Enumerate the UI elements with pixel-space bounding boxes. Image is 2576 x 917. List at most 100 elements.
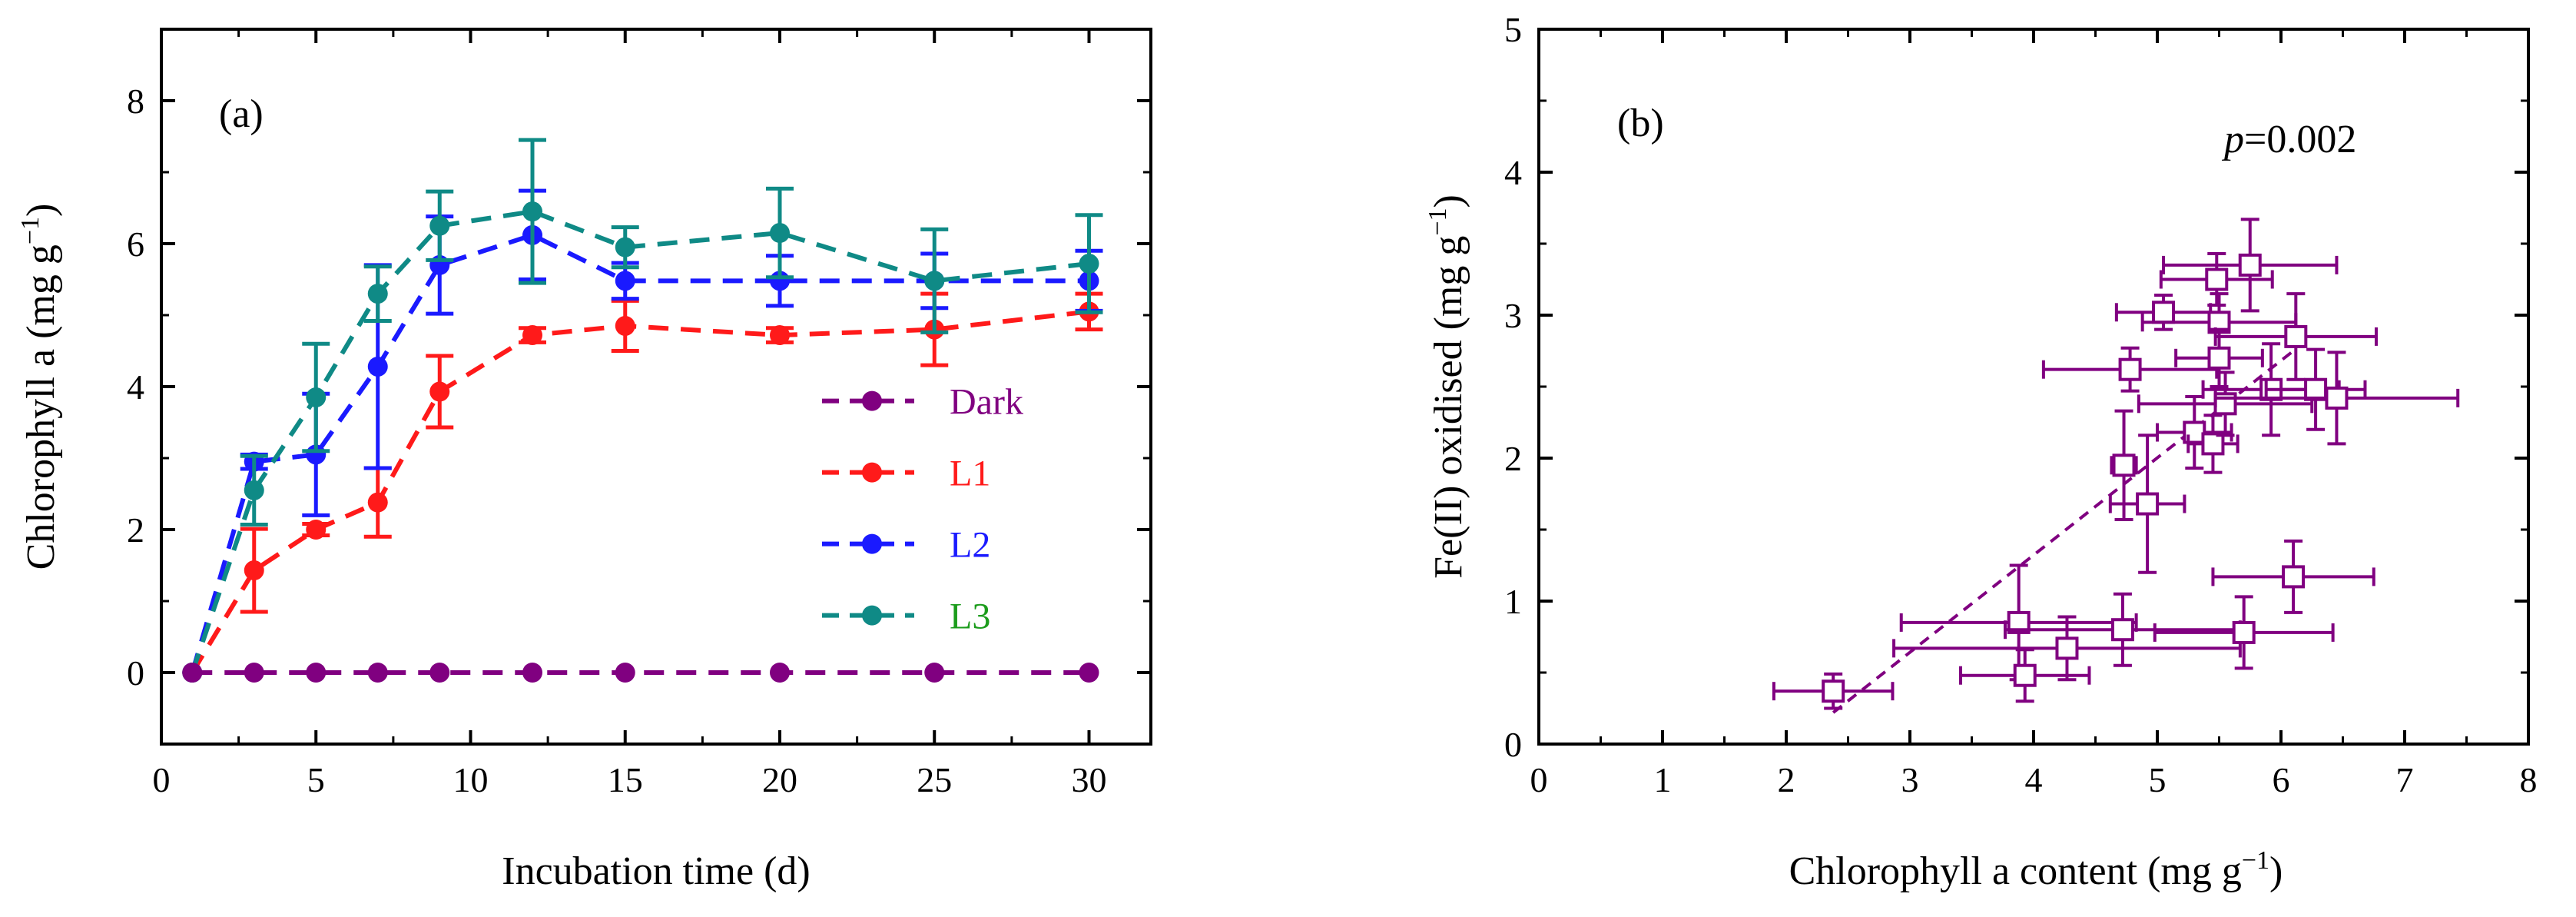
series-l1-point xyxy=(244,560,264,581)
panel-b-ytick-label: 5 xyxy=(1504,10,1522,49)
panel-b-xtick-label: 0 xyxy=(1530,760,1548,799)
series-dark-point xyxy=(244,663,264,683)
panel-a-ytick-label: 2 xyxy=(127,510,144,550)
scatter-point xyxy=(2238,253,2262,277)
series-l1-point xyxy=(306,520,327,540)
panel-b-xlabel-close: ) xyxy=(2269,849,2283,893)
series-dark-point xyxy=(522,663,542,683)
scatter-point xyxy=(2201,432,2225,456)
series-l1-point xyxy=(429,381,450,402)
panel-b-ylabel: Fe(II) oxidised (mg g−1) xyxy=(1424,194,1470,579)
series-l3-point xyxy=(367,284,388,304)
panel-b-label: (b) xyxy=(1617,101,1664,145)
panel-b-annotation-value: =0.002 xyxy=(2244,118,2356,161)
panel-a-xtick-label: 20 xyxy=(762,760,797,799)
panel-a-legend: Dark L1 L2 L3 xyxy=(822,382,1023,637)
panel-b-frame xyxy=(1537,28,2530,746)
legend-l3-marker xyxy=(862,605,882,626)
series-dark-point xyxy=(367,663,388,683)
series-l3-point xyxy=(306,387,327,407)
series-l2-point xyxy=(615,271,635,291)
scatter-point xyxy=(2284,324,2308,348)
legend-dark-marker xyxy=(862,390,882,411)
series-l1-point xyxy=(615,315,635,336)
series-l1-line xyxy=(190,309,1089,674)
panel-b-ytick-label: 0 xyxy=(1504,725,1522,764)
series-dark-point xyxy=(924,663,945,683)
panel-a-xtick-label: 30 xyxy=(1072,760,1107,799)
panel-a-ylabel-sup: −1 xyxy=(16,217,45,244)
panel-b-xlabel: Chlorophyll a content (mg g−1) xyxy=(1789,846,2283,893)
panel-b-xtick-label: 6 xyxy=(2273,760,2290,799)
series-l3-point xyxy=(522,201,542,222)
panel-a-xtick-label: 25 xyxy=(917,760,952,799)
scatter-point xyxy=(2136,492,2160,516)
panel-b-xtick-label: 2 xyxy=(1778,760,1795,799)
panel-a-xlabel: Incubation time (d) xyxy=(502,849,810,893)
scatter-point xyxy=(2304,377,2328,401)
legend-l3-label: L3 xyxy=(950,596,990,637)
scatter-point xyxy=(2152,301,2176,324)
panel-b-ytick-label: 1 xyxy=(1504,582,1522,621)
panel-a-ylabel-main: Chlorophyll a (mg g xyxy=(19,244,63,570)
series-l3-line xyxy=(190,209,1089,673)
panel-b-xlabel-main: Chlorophyll a content (mg g xyxy=(1789,849,2242,893)
scatter-point xyxy=(2232,620,2256,644)
series-l3-point xyxy=(429,215,450,236)
series-l3-point xyxy=(244,480,264,500)
legend-l2-label: L2 xyxy=(950,525,990,566)
series-l3-point xyxy=(770,223,790,244)
scatter-point xyxy=(2055,636,2079,660)
panel-b-axes: 0 1 2 3 4 5 6 7 8 0 1 2 3 4 5 xyxy=(1504,10,2538,799)
panel-b-annotation: p=0.002 xyxy=(2221,118,2356,161)
series-dark-point xyxy=(182,663,203,683)
scatter-point xyxy=(2207,346,2231,370)
series-l1-point xyxy=(770,325,790,346)
scatter-point xyxy=(2112,454,2136,477)
series-l3-point xyxy=(924,271,945,291)
scatter-point xyxy=(1822,679,1845,703)
panel-a-ylabel: Chlorophyll a (mg g−1) xyxy=(16,204,63,570)
panel-b-xtick-label: 7 xyxy=(2396,760,2414,799)
panel-b-ylabel-main: Fe(II) oxidised (mg g xyxy=(1427,236,1470,579)
panel-b-ytick-label: 2 xyxy=(1504,439,1522,478)
panel-a-axes: 0 5 10 15 20 25 30 0 2 4 6 8 xyxy=(127,29,1151,799)
panel-a-ytick-label: 4 xyxy=(127,367,144,407)
scatter-point xyxy=(2325,386,2349,410)
panel-a-chart: 0 5 10 15 20 25 30 0 2 4 6 8 (a) Incubation time (d… xyxy=(16,28,1152,893)
series-dark-point xyxy=(770,663,790,683)
legend-dark-label: Dark xyxy=(950,382,1023,423)
panel-a-ytick-label: 6 xyxy=(127,224,144,264)
legend-l1-label: L1 xyxy=(950,454,990,494)
panel-b-chart: 0 1 2 3 4 5 6 7 8 0 1 2 3 4 5 (b) p=0.002 Chlorophyll … xyxy=(1424,10,2538,893)
series-l2-line xyxy=(190,232,1089,673)
series-l3-point xyxy=(1079,254,1099,274)
series-l2-point xyxy=(367,356,388,377)
panel-b-ytick-label: 3 xyxy=(1504,296,1522,335)
scatter-point xyxy=(2110,618,2134,642)
legend-l2-marker xyxy=(862,533,882,554)
series-l3-point xyxy=(615,237,635,257)
panel-a-ylabel-close: ) xyxy=(19,204,63,217)
panel-b-data xyxy=(1772,218,2460,714)
panel-b-xtick-label: 3 xyxy=(1901,760,1919,799)
scatter-point xyxy=(2118,357,2142,381)
panel-b-xlabel-sup: −1 xyxy=(2242,846,2269,875)
legend-l1-marker xyxy=(862,462,882,483)
scatter-point xyxy=(2282,565,2306,589)
panel-a-xtick-label: 15 xyxy=(608,760,643,799)
panel-b-xtick-label: 8 xyxy=(2520,760,2538,799)
series-l1-point xyxy=(522,325,542,346)
series-dark-point xyxy=(429,663,450,683)
panel-a-ytick-label: 0 xyxy=(127,653,144,693)
panel-a-data xyxy=(182,138,1103,683)
panel-a-label: (a) xyxy=(219,92,264,136)
series-dark-point xyxy=(1079,663,1099,683)
panel-b-annotation-p: p xyxy=(2221,118,2244,161)
series-dark-point xyxy=(306,663,327,683)
panel-a-ytick-label: 8 xyxy=(127,81,144,121)
panel-b-xtick-label: 5 xyxy=(2149,760,2167,799)
panel-b-ylabel-sup: −1 xyxy=(1424,208,1452,235)
panel-a-xtick-label: 10 xyxy=(453,760,489,799)
